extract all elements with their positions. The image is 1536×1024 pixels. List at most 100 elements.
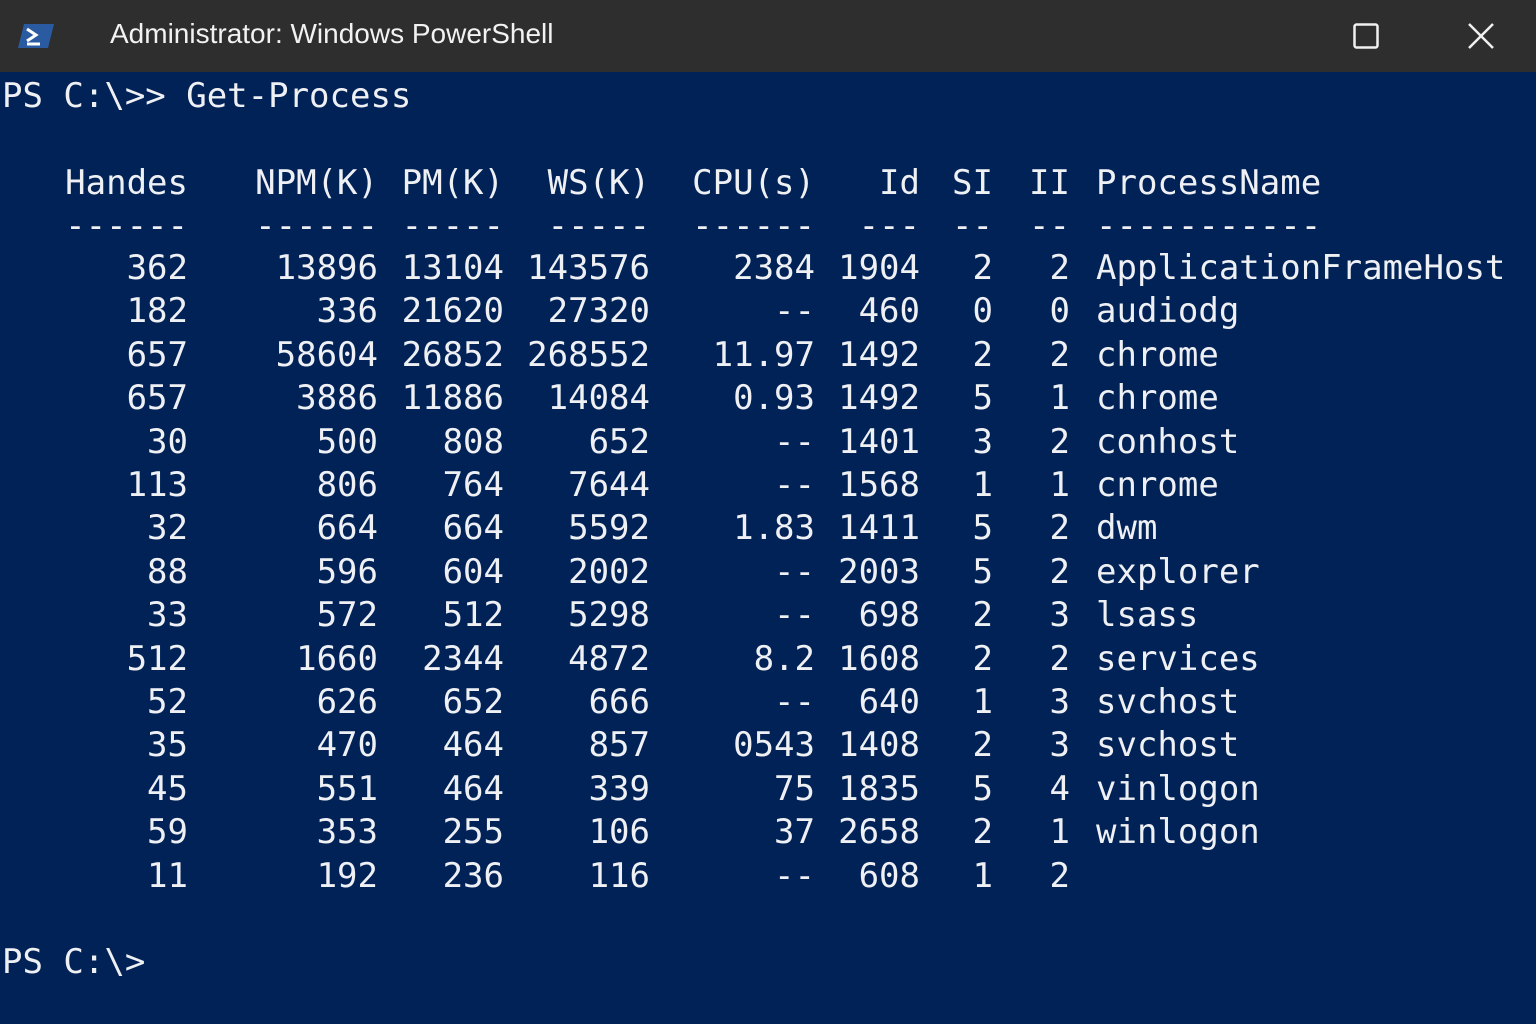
handles-cell: 11 [40,856,188,896]
pm-cell: 664 [380,508,504,548]
table-row: 36213896131041435762384190422Application… [0,248,1536,288]
process-name-cell: winlogon [1096,812,1260,852]
pm-cell: 652 [380,682,504,722]
id-cell: --- [820,206,920,246]
si-cell: 1 [925,682,993,722]
handles-cell: 113 [40,465,188,505]
si-cell: 5 [925,769,993,809]
cpu-cell: -- [660,552,815,592]
prompt: PS C:\> [2,942,145,982]
ii-cell: 2 [1000,508,1070,548]
process-name-cell: audiodg [1096,291,1239,331]
id-cell: Id [820,163,920,203]
npm-cell: 551 [200,769,378,809]
window-title: Administrator: Windows PowerShell [110,18,554,50]
handles-cell: 30 [40,422,188,462]
id-cell: 1492 [820,378,920,418]
table-row: 657586042685226855211.97149222chrome [0,335,1536,375]
npm-cell: 58604 [200,335,378,375]
handles-cell: Handes [40,163,188,203]
process-name-cell: dwm [1096,508,1157,548]
npm-cell: ------ [200,206,378,246]
process-name-cell: explorer [1096,552,1260,592]
table-row: 5121660234448728.2160822services [0,639,1536,679]
id-cell: 1608 [820,639,920,679]
maximize-button[interactable] [1328,0,1404,72]
handles-cell: 657 [40,335,188,375]
ws-cell: 666 [505,682,650,722]
ii-cell: 3 [1000,595,1070,635]
si-cell: 0 [925,291,993,331]
npm-cell: 353 [200,812,378,852]
si-cell: 2 [925,639,993,679]
ii-cell: 1 [1000,378,1070,418]
handles-cell: 45 [40,769,188,809]
ii-cell: 1 [1000,465,1070,505]
npm-cell: 500 [200,422,378,462]
ws-cell: 857 [505,725,650,765]
ii-cell: 2 [1000,422,1070,462]
si-cell: 2 [925,335,993,375]
handles-cell: 88 [40,552,188,592]
si-cell: 1 [925,856,993,896]
cpu-cell: -- [660,465,815,505]
ws-cell: 652 [505,422,650,462]
id-cell: 1408 [820,725,920,765]
ws-cell: 2002 [505,552,650,592]
npm-cell: 1660 [200,639,378,679]
ws-cell: 339 [505,769,650,809]
handles-cell: 35 [40,725,188,765]
id-cell: 1492 [820,335,920,375]
id-cell: 698 [820,595,920,635]
id-cell: 1411 [820,508,920,548]
terminal-output[interactable]: PS C:\>> Get-Process HandesNPM(K)PM(K)WS… [0,72,1536,1024]
si-cell: 5 [925,552,993,592]
cpu-cell: -- [660,682,815,722]
si-cell: 2 [925,595,993,635]
pm-cell: 13104 [380,248,504,288]
cpu-cell: CPU(s) [660,163,815,203]
process-name-cell: svchost [1096,725,1239,765]
handles-cell: ------ [40,206,188,246]
si-cell: -- [925,206,993,246]
npm-cell: 192 [200,856,378,896]
command-line: PS C:\>> Get-Process [2,76,411,116]
pm-cell: 11886 [380,378,504,418]
process-name-cell: cnrome [1096,465,1219,505]
close-button[interactable] [1443,0,1519,72]
ws-cell: 4872 [505,639,650,679]
pm-cell: 255 [380,812,504,852]
table-row: 885966042002--200352explorer [0,552,1536,592]
table-row: 335725125298--69823lsass [0,595,1536,635]
cpu-cell: -- [660,291,815,331]
table-row: 3266466455921.83141152dwm [0,508,1536,548]
ws-cell: 7644 [505,465,650,505]
process-name-cell: chrome [1096,335,1219,375]
cpu-cell: ------ [660,206,815,246]
id-cell: 608 [820,856,920,896]
id-cell: 2658 [820,812,920,852]
id-cell: 1568 [820,465,920,505]
handles-cell: 512 [40,639,188,679]
table-row: 52626652666--64013svchost [0,682,1536,722]
pm-cell: 604 [380,552,504,592]
id-cell: 2003 [820,552,920,592]
process-name-cell: ----------- [1096,206,1321,246]
ii-cell: -- [1000,206,1070,246]
powershell-icon [18,22,54,50]
handles-cell: 32 [40,508,188,548]
process-name-cell: svchost [1096,682,1239,722]
cpu-cell: 75 [660,769,815,809]
handles-cell: 657 [40,378,188,418]
handles-cell: 52 [40,682,188,722]
pm-cell: 2344 [380,639,504,679]
cpu-cell: -- [660,595,815,635]
cpu-cell: -- [660,856,815,896]
ws-cell: WS(K) [505,163,650,203]
ii-cell: 3 [1000,682,1070,722]
cpu-cell: 0.93 [660,378,815,418]
pm-cell: ----- [380,206,504,246]
process-name-cell: ApplicationFrameHost [1096,248,1505,288]
cpu-cell: 8.2 [660,639,815,679]
npm-cell: 626 [200,682,378,722]
